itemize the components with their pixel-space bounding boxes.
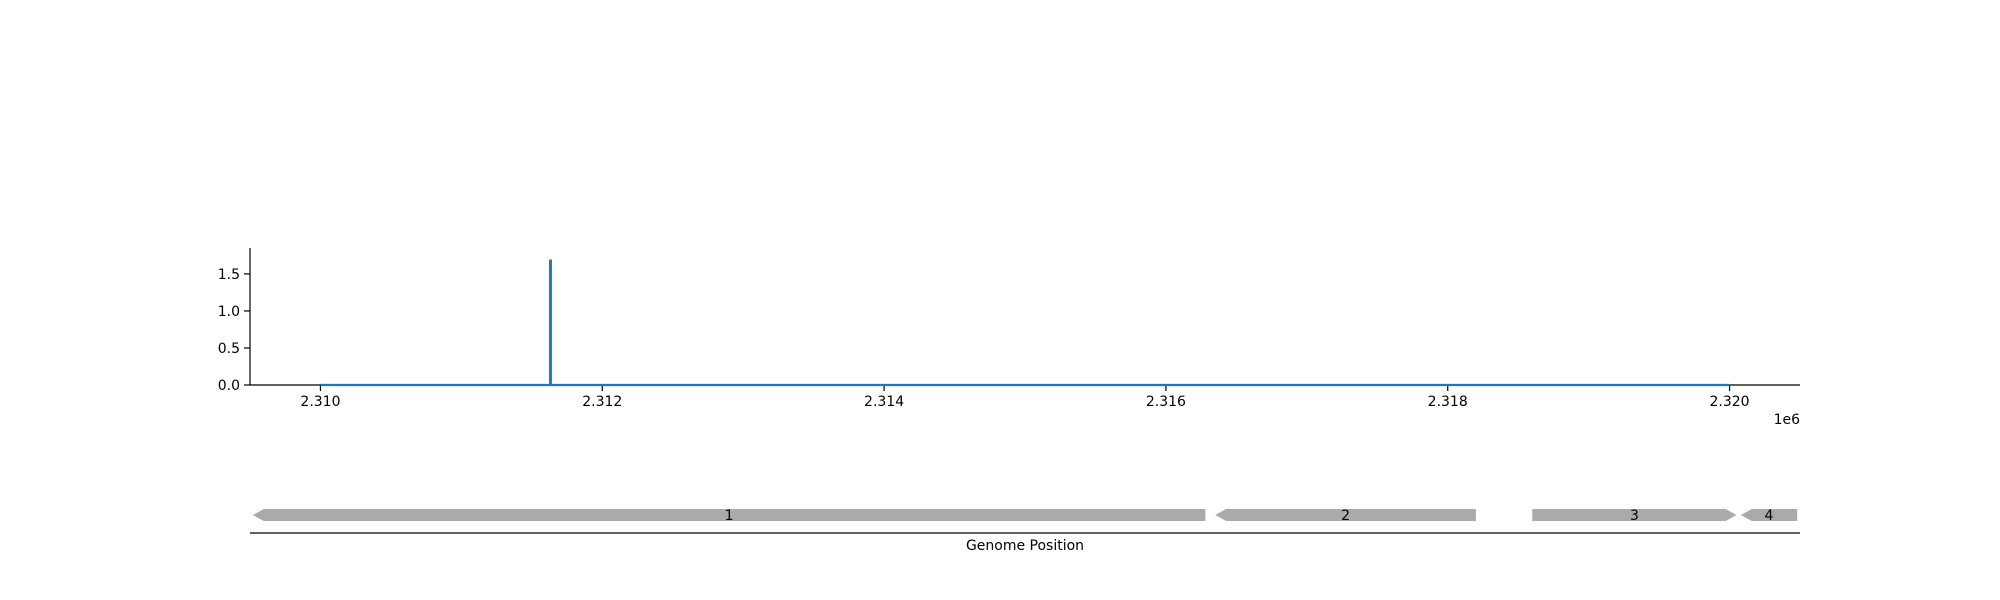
y-ticks: 0.0 0.5 1.0 1.5: [218, 267, 250, 394]
gene-4-arrow: [1740, 509, 1798, 521]
x-tick-label: 2.318: [1428, 394, 1468, 410]
gene-1-arrow: [252, 509, 1206, 521]
gene-3-label: 3: [1630, 508, 1639, 524]
signal-series: [320, 259, 1730, 387]
x-tick-label: 2.312: [582, 394, 622, 410]
x-tick-label: 2.314: [864, 394, 904, 410]
gene-4-label: 4: [1765, 508, 1774, 524]
x-ticks: 2.310 2.312 2.314 2.316 2.318 2.320: [300, 385, 1750, 410]
x-axis-label: Genome Position: [966, 538, 1084, 554]
gene-2-arrow: [1215, 509, 1476, 521]
y-tick-label: 1.0: [218, 304, 240, 320]
y-tick-label: 1.5: [218, 267, 240, 283]
gene-2-label: 2: [1341, 508, 1350, 524]
x-offset-label: 1e6: [1774, 412, 1801, 428]
genes: 1 2 3 4: [252, 508, 1798, 524]
gene-1-label: 1: [725, 508, 734, 524]
signal-line: [320, 259, 1730, 387]
signal-panel: 0.00.51.01.5 2.310 2.312 2.314 2.316 2.318 2.…: [218, 248, 1800, 428]
y-tick-label: 0.0: [218, 378, 240, 394]
gene-track-panel: 1 2 3 4 Genome Position: [250, 508, 1800, 554]
x-tick-label: 2.320: [1709, 394, 1749, 410]
x-tick-label: 2.310: [300, 394, 340, 410]
x-tick-label: 2.316: [1146, 394, 1186, 410]
gene-3-arrow: [1532, 509, 1737, 521]
y-tick-label: 0.5: [218, 341, 240, 357]
